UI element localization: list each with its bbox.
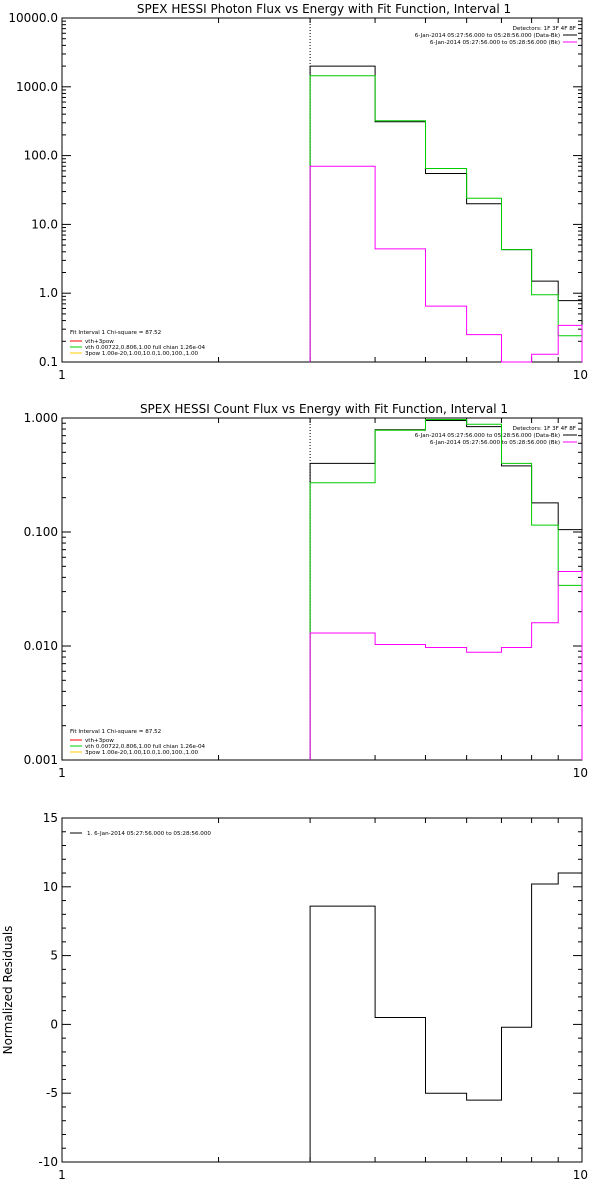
y-tick-label: 1000.0 — [16, 80, 58, 94]
count-flux-panel: SPEX HESSI Count Flux vs Energy with Fit… — [24, 402, 588, 780]
y-tick-label: -5 — [46, 1086, 58, 1100]
y-tick-label: 15 — [43, 811, 58, 825]
y-tick-label: -10 — [38, 1155, 58, 1169]
legend-entry-bk: 6-Jan-2014 05:27:56.000 to 05:28:56.000 … — [430, 440, 560, 446]
x-tick-label: 1 — [58, 1168, 66, 1182]
series-line — [309, 420, 583, 760]
legend-entry-bk: 6-Jan-2014 05:27:56.000 to 05:28:56.000 … — [430, 40, 560, 46]
y-tick-label: 0.100 — [24, 525, 58, 539]
detectors-label: Detectors: 1F 3F 4F 8F — [513, 426, 576, 432]
series-line — [309, 872, 583, 1162]
legend-right: 6-Jan-2014 05:27:56.000 to 05:28:56.000 … — [415, 33, 577, 46]
x-tick-label: 10 — [573, 368, 588, 382]
y-tick-label: 10 — [43, 880, 58, 894]
y-axis-ticks: -10 -5 0 5 10 15 — [38, 811, 582, 1169]
series-group — [309, 418, 583, 760]
series-line — [309, 75, 583, 362]
legend-entry-data-bk: 6-Jan-2014 05:27:56.000 to 05:28:56.000 … — [415, 433, 560, 439]
y-tick-label: 0.001 — [24, 753, 58, 767]
fit-interval-label: Fit Interval 1 Chi-square = 87.52 — [70, 330, 161, 336]
y-tick-label: 100.0 — [24, 149, 58, 163]
legend-entry-model: vth+3pow — [85, 738, 114, 744]
y-tick-label: 0 — [50, 1017, 58, 1031]
y-tick-label: 0.1 — [39, 355, 58, 369]
legend-entry-3pow: 3pow 1.00e-20,1.00,10.0,1.00,100.,1.00 — [85, 750, 199, 756]
x-axis-ticks: 1 10 — [58, 418, 588, 780]
y-axis-label: Normalized Residuals — [1, 926, 15, 1055]
detectors-label: Detectors: 1F 3F 4F 8F — [513, 26, 576, 32]
y-tick-label: 0.010 — [24, 639, 58, 653]
legend-entry-vth: vth 0.00722,0.806,1.00 full chian 1.26e-… — [85, 345, 206, 351]
x-axis-ticks: 1 10 — [58, 818, 588, 1182]
legend-left: Fit Interval 1 Chi-square = 87.52 vth+3p… — [70, 330, 206, 357]
chart-title: SPEX HESSI Photon Flux vs Energy with Fi… — [137, 2, 511, 16]
y-tick-label: 10.0 — [31, 217, 58, 231]
series-group — [309, 18, 583, 363]
y-tick-label: 1.000 — [24, 411, 58, 425]
legend-left: 1. 6-Jan-2014 05:27:56.000 to 05:28:56.0… — [70, 831, 211, 837]
y-axis-ticks: 0.001 0.010 0.100 1.000 — [24, 411, 582, 767]
legend-left: Fit Interval 1 Chi-square = 87.52 vth+3p… — [70, 729, 206, 756]
x-tick-label: 1 — [58, 368, 66, 382]
residuals-panel: Normalized Residuals -10 -5 0 5 10 15 1 10 1. … — [1, 811, 588, 1182]
legend-entry-residual: 1. 6-Jan-2014 05:27:56.000 to 05:28:56.0… — [87, 831, 211, 837]
x-tick-label: 1 — [58, 766, 66, 780]
series-line — [309, 419, 583, 760]
series-line — [309, 65, 583, 362]
plot-frame — [61, 817, 583, 1163]
x-tick-label: 10 — [573, 766, 588, 780]
series-line — [309, 571, 583, 760]
legend-entry-data-bk: 6-Jan-2014 05:27:56.000 to 05:28:56.000 … — [415, 33, 560, 39]
photon-flux-panel: SPEX HESSI Photon Flux vs Energy with Fi… — [8, 2, 588, 382]
series-group — [309, 872, 583, 1162]
y-tick-label: 5 — [50, 949, 58, 963]
legend-entry-vth: vth 0.00722,0.806,1.00 full chian 1.26e-… — [85, 744, 206, 750]
x-tick-label: 10 — [573, 1168, 588, 1182]
legend-entry-3pow: 3pow 1.00e-20,1.00,10.0,1.00,100.,1.00 — [85, 351, 199, 357]
plot-frame — [61, 17, 583, 363]
y-tick-label: 10000.0 — [8, 11, 58, 25]
y-tick-label: 1.0 — [39, 286, 58, 300]
series-line — [309, 165, 583, 363]
fit-interval-label: Fit Interval 1 Chi-square = 87.52 — [70, 729, 161, 735]
legend-entry-model: vth+3pow — [85, 339, 114, 345]
y-axis-ticks: 0.1 1.0 10.0 100.0 1000.0 10000.0 — [8, 11, 582, 369]
legend-right: 6-Jan-2014 05:27:56.000 to 05:28:56.000 … — [415, 433, 577, 446]
plot-frame — [61, 417, 583, 761]
x-axis-ticks: 1 10 — [58, 18, 588, 382]
chart-title: SPEX HESSI Count Flux vs Energy with Fit… — [140, 402, 508, 416]
